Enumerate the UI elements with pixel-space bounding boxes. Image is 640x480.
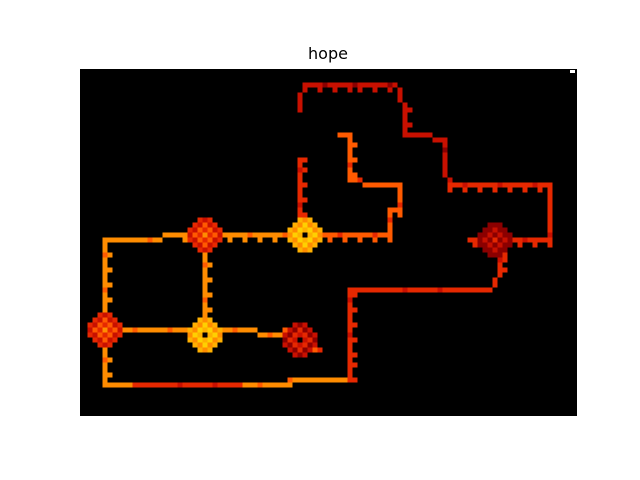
heat-path-2 [307,132,403,243]
heatmap-marks [87,70,575,388]
heat-hotspot-4 [87,312,123,348]
heat-hotspot-3 [187,317,223,353]
heat-hotspot-5 [282,322,318,358]
heat-path-0 [297,82,453,193]
heat-path-3 [297,157,308,228]
heat-path-10 [132,382,243,388]
heat-hotspot-2 [477,222,513,258]
corner-marker [570,70,575,73]
chart-title: hope [308,44,348,63]
heat-path-11 [347,242,508,383]
heat-path-6 [202,247,213,323]
heat-hotspot-0 [187,217,223,253]
heat-hotspot-1 [287,217,323,253]
